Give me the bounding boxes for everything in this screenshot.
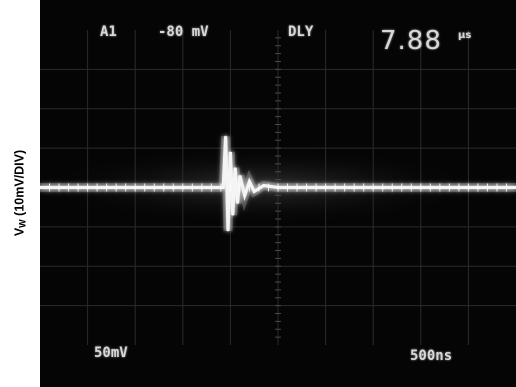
delay-mode-readout: DLY xyxy=(288,24,314,40)
trace-point xyxy=(110,186,113,189)
trace-point xyxy=(262,184,265,187)
trace-point xyxy=(239,174,241,177)
trace-point xyxy=(40,186,41,189)
trace-point xyxy=(227,230,229,232)
trace-point xyxy=(86,186,89,189)
scope-plot xyxy=(40,0,516,387)
trace-point xyxy=(324,186,327,189)
trace-point xyxy=(182,186,184,189)
trace-point xyxy=(467,186,470,189)
trace-point xyxy=(243,194,246,197)
trace-point xyxy=(158,186,160,189)
trace-point xyxy=(234,167,236,169)
trace-point xyxy=(231,214,234,216)
trace-point xyxy=(63,186,65,189)
trace-point xyxy=(420,186,422,189)
y-axis-label-scale: (10mV/DIV) xyxy=(12,149,27,220)
delay-unit-readout: μs xyxy=(458,30,472,41)
signal-trace xyxy=(40,136,516,231)
trace-point xyxy=(134,186,136,189)
trace-point xyxy=(222,186,225,189)
trace-point xyxy=(229,151,232,153)
offset-readout: -80 mV xyxy=(158,24,209,40)
trace-point xyxy=(205,186,208,189)
y-axis-label-subscript: W xyxy=(17,219,28,228)
trace-point xyxy=(224,135,227,138)
y-axis-label-main: V xyxy=(12,227,27,237)
trace-point xyxy=(372,186,375,189)
y-axis-label-area: VW (10mV/DIV) xyxy=(0,0,40,387)
oscilloscope-screen: A1 -80 mV DLY 7.88 μs 50mV 500ns xyxy=(40,0,516,387)
delay-value-readout: 7.88 xyxy=(380,26,442,56)
trace-group xyxy=(40,135,516,232)
channel-readout: A1 xyxy=(100,24,117,40)
y-axis-label: VW (10mV/DIV) xyxy=(13,150,28,236)
trace-point xyxy=(248,180,251,183)
time-per-div-readout: 500ns xyxy=(410,348,453,364)
trace-point xyxy=(277,186,279,189)
trace-point xyxy=(236,202,239,205)
volts-per-div-readout: 50mV xyxy=(94,345,128,361)
trace-point xyxy=(253,190,255,193)
